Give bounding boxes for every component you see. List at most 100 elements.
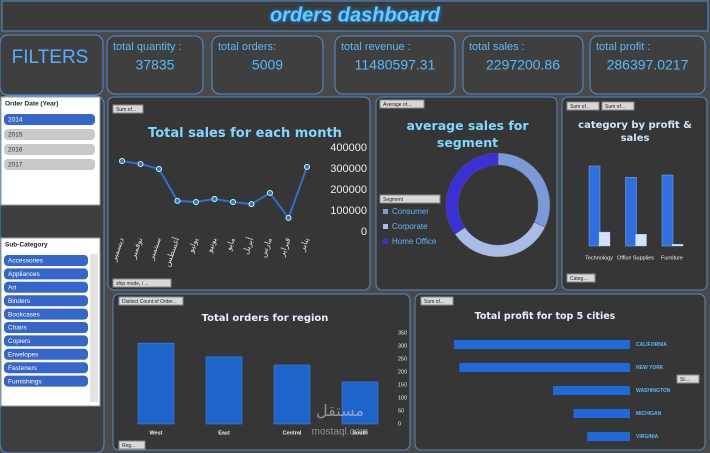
field-button-label: Sum of... xyxy=(424,299,444,305)
bar xyxy=(459,363,630,372)
legend-swatch xyxy=(383,224,388,229)
slicer-item-label: Copiers xyxy=(8,338,31,345)
field-button-label: Sum of... xyxy=(570,104,590,110)
field-button[interactable] xyxy=(676,374,700,384)
kpi-card xyxy=(462,35,584,95)
bar xyxy=(625,177,637,247)
x-tick-label: Office Supplies xyxy=(617,255,654,261)
slicer-item[interactable] xyxy=(4,375,88,387)
point xyxy=(267,189,273,196)
filters-panel xyxy=(0,34,104,96)
y-tick-label: 300 xyxy=(398,343,407,349)
field-button[interactable] xyxy=(379,99,425,109)
y-tick-label: 0 xyxy=(398,421,401,427)
point xyxy=(248,201,255,208)
slicer-item-label: Binders xyxy=(8,298,31,305)
slicer-item[interactable] xyxy=(4,308,88,320)
slicer-item[interactable] xyxy=(4,322,88,333)
bar xyxy=(137,342,175,425)
y-tick-label: 200 xyxy=(398,369,407,375)
field-button[interactable] xyxy=(112,278,172,288)
field-button[interactable] xyxy=(379,194,441,204)
y-tick-label: CALIFORNIA xyxy=(636,342,667,348)
chart-panel xyxy=(107,96,371,291)
point xyxy=(137,160,144,167)
field-button[interactable] xyxy=(566,101,600,111)
point xyxy=(119,158,125,165)
field-button[interactable] xyxy=(112,104,144,114)
slicer-item[interactable] xyxy=(4,144,95,155)
y-tick-label: 350 xyxy=(398,330,407,336)
bar xyxy=(671,244,684,247)
kpi-label: total revenue : xyxy=(341,41,411,53)
kpi-value: 37835 xyxy=(136,57,175,73)
slicer-item-label: Furnishings xyxy=(8,378,42,385)
field-button[interactable] xyxy=(118,296,184,306)
watermark: مستقل xyxy=(316,403,364,420)
slicer-item[interactable] xyxy=(4,129,95,140)
x-tick-label: Furniture xyxy=(661,255,683,261)
scrollbar xyxy=(90,254,98,402)
slicer-item[interactable] xyxy=(4,348,88,360)
chart-panel xyxy=(375,96,558,291)
kpi-value: 5009 xyxy=(252,57,283,73)
point xyxy=(285,214,292,221)
point xyxy=(230,198,236,205)
bar xyxy=(588,165,601,247)
chart-title: category by profit & sales xyxy=(578,120,692,144)
slicer-title: Sub-Category xyxy=(5,242,48,249)
x-tick-label: East xyxy=(218,430,230,436)
header-bar xyxy=(1,0,709,32)
legend-label: Corporate xyxy=(392,222,428,231)
kpi-card xyxy=(589,35,706,95)
slicer-item[interactable] xyxy=(4,114,95,125)
field-button-label: Sum of... xyxy=(116,107,136,113)
chart-title: Total orders for region xyxy=(201,313,329,324)
y-tick-label: 400000 xyxy=(330,142,367,154)
point xyxy=(304,163,310,170)
field-button-label: St... xyxy=(680,377,689,383)
y-tick-label: 0 xyxy=(361,226,367,238)
slicer-item[interactable] xyxy=(4,255,88,266)
field-button[interactable] xyxy=(420,296,454,306)
kpi-card xyxy=(106,35,204,95)
y-tick-label: 150 xyxy=(398,382,407,388)
slicer-item-label: Fasteners xyxy=(8,365,38,372)
slicer-item[interactable] xyxy=(4,281,88,293)
slicer-item-label: Appliances xyxy=(8,271,41,278)
slicer-item[interactable] xyxy=(4,159,95,170)
field-button-label: Distinct Count of Order... xyxy=(122,299,177,305)
field-button[interactable] xyxy=(566,273,596,283)
bar xyxy=(341,381,379,425)
bar xyxy=(553,386,630,395)
slicer-item[interactable] xyxy=(4,362,88,374)
legend-swatch xyxy=(383,239,388,244)
slicer-item-label: 2016 xyxy=(8,147,23,154)
field-button[interactable] xyxy=(601,101,635,111)
chart-panel xyxy=(112,293,411,451)
y-tick-label: 250 xyxy=(398,356,407,362)
legend-label: Home Office xyxy=(392,237,437,246)
x-tick-label: Central xyxy=(283,430,302,436)
chart-title: Total profit for top 5 cities xyxy=(474,311,616,322)
y-tick-label: NEW YORK xyxy=(636,365,664,371)
point xyxy=(193,198,199,205)
point xyxy=(174,197,181,204)
slicer-item-label: Art xyxy=(8,285,17,292)
y-tick-label: 50 xyxy=(398,408,404,414)
slice xyxy=(445,152,499,235)
slicer-item-label: Chairs xyxy=(8,325,28,332)
field-button[interactable] xyxy=(118,440,146,450)
field-button-label: Categ... xyxy=(570,276,588,282)
bar xyxy=(587,432,630,441)
slicer-item[interactable] xyxy=(4,295,88,307)
slicer-item[interactable] xyxy=(4,268,88,280)
y-tick-label: MICHIGAN xyxy=(636,411,662,417)
slicer-item-label: Envelopes xyxy=(8,352,39,359)
y-tick-label: 100000 xyxy=(330,205,367,217)
slicer-item[interactable] xyxy=(4,335,88,347)
field-button-label: Reg... xyxy=(122,443,135,449)
y-tick-label: 100 xyxy=(398,395,407,401)
